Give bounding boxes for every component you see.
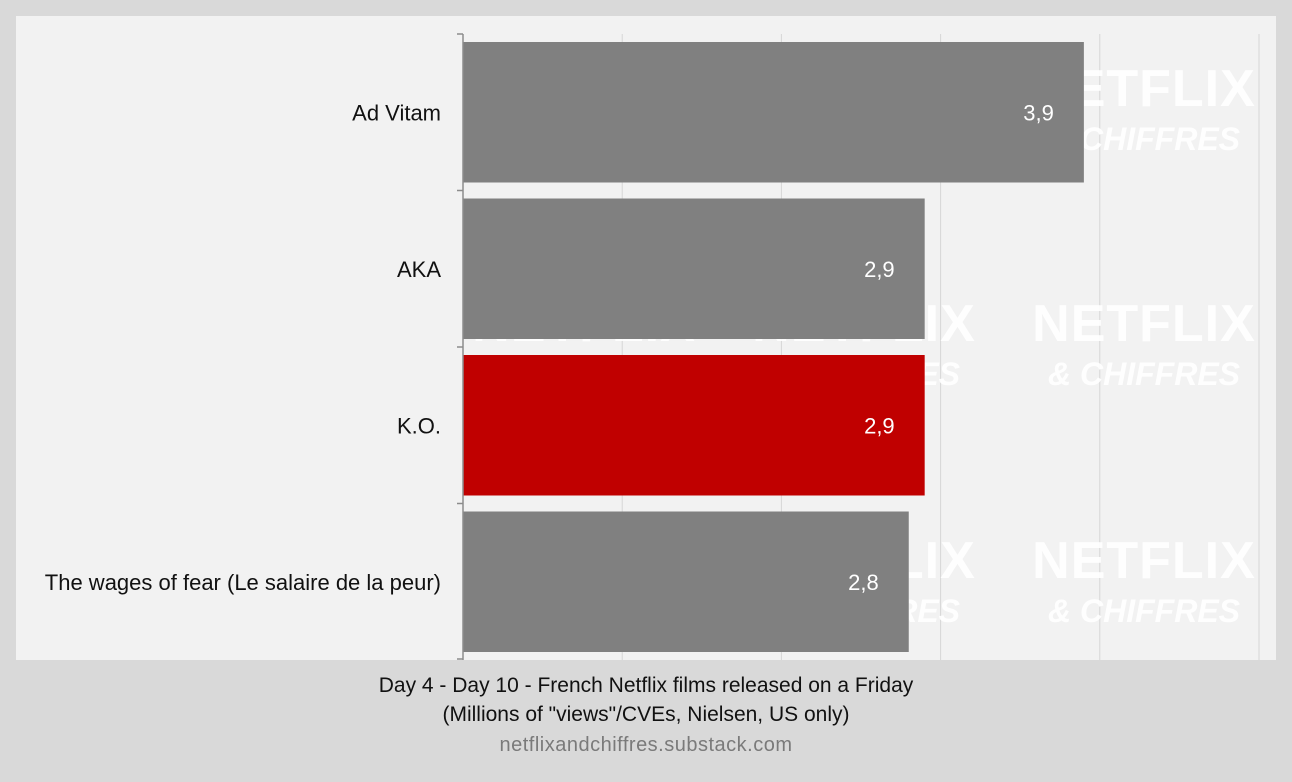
bars (463, 42, 1084, 652)
bar-3 (463, 355, 925, 496)
category-labels: Ad Vitam AKA K.O. The wages of fear (Le sal… (45, 100, 442, 595)
category-label: AKA (397, 257, 441, 282)
value-labels: 3,9 2,9 2,9 2,8 (848, 100, 1054, 595)
category-label: K.O. (397, 413, 441, 438)
watermark-line2: & CHIFFRES (1048, 593, 1241, 629)
category-label: The wages of fear (Le salaire de la peur… (45, 570, 441, 595)
value-label: 2,9 (864, 257, 895, 282)
chart-title: Day 4 - Day 10 - French Netflix films re… (378, 674, 914, 697)
value-label: 2,8 (848, 570, 879, 595)
watermark-line1: NETFLIX (1032, 295, 1256, 353)
y-axis (457, 33, 464, 660)
chart-subtitle: (Millions of "views"/CVEs, Nielsen, US o… (442, 703, 850, 726)
watermark-line1: NETFLIX (1032, 532, 1256, 590)
value-label: 3,9 (1023, 100, 1054, 125)
bar-2 (463, 198, 925, 339)
chart-panel: NETFLIX & CHIFFRES NETFLIX & CHIFFRES NETFLI… (16, 16, 1276, 660)
bar-1 (463, 42, 1084, 183)
chart-source: netflixandchiffres.substack.com (499, 734, 793, 756)
bar-4 (463, 511, 909, 652)
watermark-line2: & CHIFFRES (1048, 356, 1241, 392)
category-label: Ad Vitam (352, 100, 441, 125)
value-label: 2,9 (864, 413, 895, 438)
